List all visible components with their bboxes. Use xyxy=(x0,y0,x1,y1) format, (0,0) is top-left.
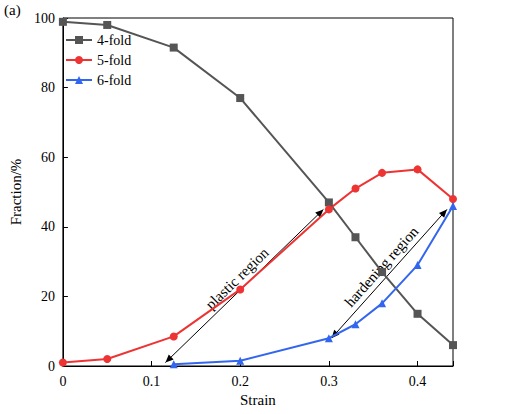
svg-text:0: 0 xyxy=(48,359,55,374)
svg-text:Strain: Strain xyxy=(240,392,276,408)
svg-text:0.3: 0.3 xyxy=(320,374,338,389)
svg-text:(a): (a) xyxy=(4,2,21,19)
svg-text:40: 40 xyxy=(41,219,55,234)
svg-text:4-fold: 4-fold xyxy=(97,33,131,48)
svg-text:80: 80 xyxy=(41,80,55,95)
svg-text:6-fold: 6-fold xyxy=(97,73,131,88)
svg-text:Fraction/%: Fraction/% xyxy=(8,159,24,226)
svg-text:5-fold: 5-fold xyxy=(97,53,131,68)
svg-text:60: 60 xyxy=(41,150,55,165)
svg-text:plastic region: plastic region xyxy=(202,244,272,312)
svg-text:20: 20 xyxy=(41,289,55,304)
svg-text:100: 100 xyxy=(34,11,55,26)
svg-text:0: 0 xyxy=(59,374,66,389)
svg-text:0.4: 0.4 xyxy=(409,374,427,389)
svg-text:hardening region: hardening region xyxy=(341,223,421,310)
svg-text:0.2: 0.2 xyxy=(231,374,249,389)
svg-text:0.1: 0.1 xyxy=(143,374,161,389)
